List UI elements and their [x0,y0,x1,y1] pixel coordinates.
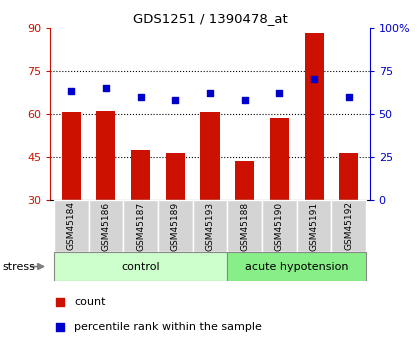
Text: stress: stress [2,262,35,272]
Text: GSM45189: GSM45189 [171,201,180,250]
Bar [96,111,116,200]
Bar [227,200,262,252]
Text: GSM45186: GSM45186 [101,201,110,250]
Text: GSM45187: GSM45187 [136,201,145,250]
Bar [54,252,227,281]
Text: GSM45193: GSM45193 [205,201,215,250]
Point [345,94,352,99]
Bar [193,200,227,252]
Text: count: count [74,297,106,307]
Bar [262,200,297,252]
Bar [158,200,193,252]
Point [102,85,109,91]
Text: control: control [121,262,160,272]
Point [207,90,213,96]
Bar [270,118,289,200]
Point [241,97,248,103]
Point [137,94,144,99]
Bar [200,112,220,200]
Text: GSM45184: GSM45184 [67,201,76,250]
Point [57,325,63,330]
Text: GSM45192: GSM45192 [344,201,353,250]
Point [57,299,63,305]
Bar [54,200,89,252]
Point [172,97,178,103]
Bar [235,161,254,200]
Text: GSM45188: GSM45188 [240,201,249,250]
Bar [331,200,366,252]
Bar [123,200,158,252]
Bar [62,112,81,200]
Text: GSM45190: GSM45190 [275,201,284,250]
Text: GDS1251 / 1390478_at: GDS1251 / 1390478_at [133,12,287,25]
Bar [339,152,358,200]
Point [311,77,318,82]
Text: acute hypotension: acute hypotension [245,262,349,272]
Text: percentile rank within the sample: percentile rank within the sample [74,322,262,332]
Bar [304,33,324,200]
Bar [227,252,366,281]
Bar [297,200,331,252]
Text: GSM45191: GSM45191 [310,201,319,250]
Bar [89,200,123,252]
Bar [166,152,185,200]
Point [276,90,283,96]
Bar [131,150,150,200]
Point [68,89,75,94]
